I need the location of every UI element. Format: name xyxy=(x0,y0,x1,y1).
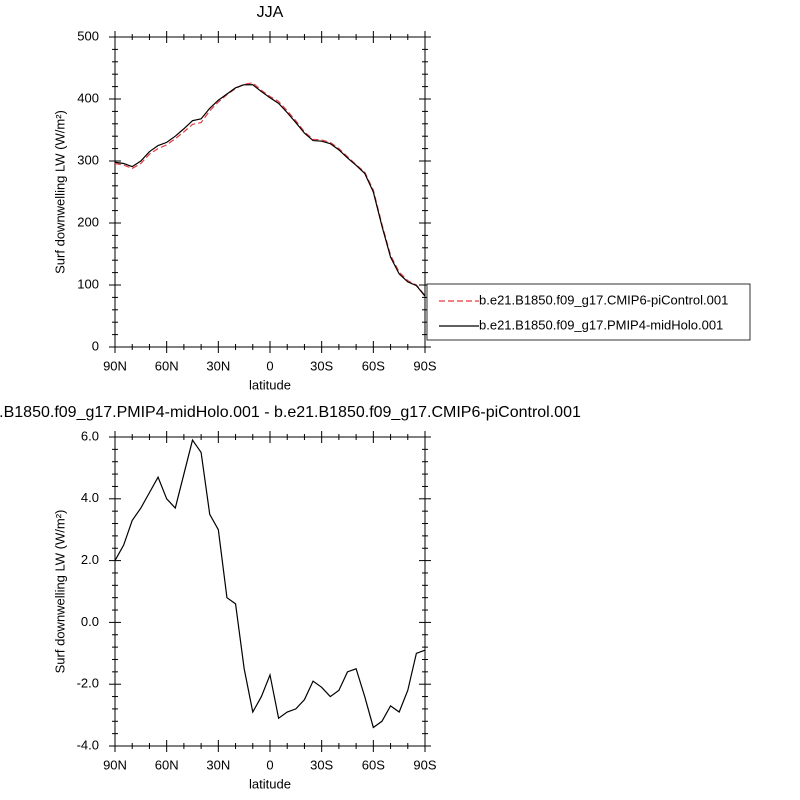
y-tick-label: 0.0 xyxy=(81,614,99,629)
x-tick-label: 0 xyxy=(266,757,273,772)
x-tick-label: 90S xyxy=(413,358,436,373)
y-tick-label: 0 xyxy=(92,338,99,353)
y-tick-label: 500 xyxy=(77,28,99,43)
y-tick-label: -4.0 xyxy=(77,737,99,752)
x-tick-label: 60N xyxy=(155,358,179,373)
x-axis-label: latitude xyxy=(249,776,291,791)
x-tick-label: 60S xyxy=(362,757,385,772)
x-tick-label: 60N xyxy=(155,757,179,772)
x-tick-label: 60S xyxy=(362,358,385,373)
y-tick-label: -2.0 xyxy=(77,676,99,691)
series-line xyxy=(114,438,426,729)
x-tick-label: 0 xyxy=(266,358,273,373)
y-tick-label: 4.0 xyxy=(81,490,99,505)
x-tick-label: 30S xyxy=(310,757,333,772)
x-tick-label: 30N xyxy=(206,358,230,373)
y-axis-label: Surf downwelling LW (W/m²) xyxy=(52,510,67,674)
series-line xyxy=(114,82,426,296)
legend-label: b.e21.B1850.f09_g17.PMIP4-midHolo.001 xyxy=(479,317,723,332)
y-tick-label: 100 xyxy=(77,276,99,291)
legend-box xyxy=(426,283,751,341)
chart-title: JJA xyxy=(257,4,284,21)
x-axis-label: latitude xyxy=(249,377,291,392)
x-tick-label: 30S xyxy=(310,358,333,373)
chart-title: b.e21.B1850.f09_g17.PMIP4-midHolo.001 - … xyxy=(0,404,581,421)
x-tick-label: 90N xyxy=(103,757,127,772)
legend-label: b.e21.B1850.f09_g17.CMIP6-piControl.001 xyxy=(479,292,728,307)
y-tick-label: 300 xyxy=(77,152,99,167)
y-axis-label: Surf downwelling LW (W/m²) xyxy=(52,110,67,274)
x-tick-label: 90S xyxy=(413,757,436,772)
y-tick-label: 6.0 xyxy=(81,428,99,443)
plot-frame xyxy=(114,36,426,348)
y-tick-label: 200 xyxy=(77,214,99,229)
x-tick-label: 30N xyxy=(206,757,230,772)
y-tick-label: 400 xyxy=(77,90,99,105)
y-tick-label: 2.0 xyxy=(81,552,99,567)
plot-frame xyxy=(114,436,426,747)
x-tick-label: 90N xyxy=(103,358,127,373)
series-line xyxy=(114,84,426,297)
